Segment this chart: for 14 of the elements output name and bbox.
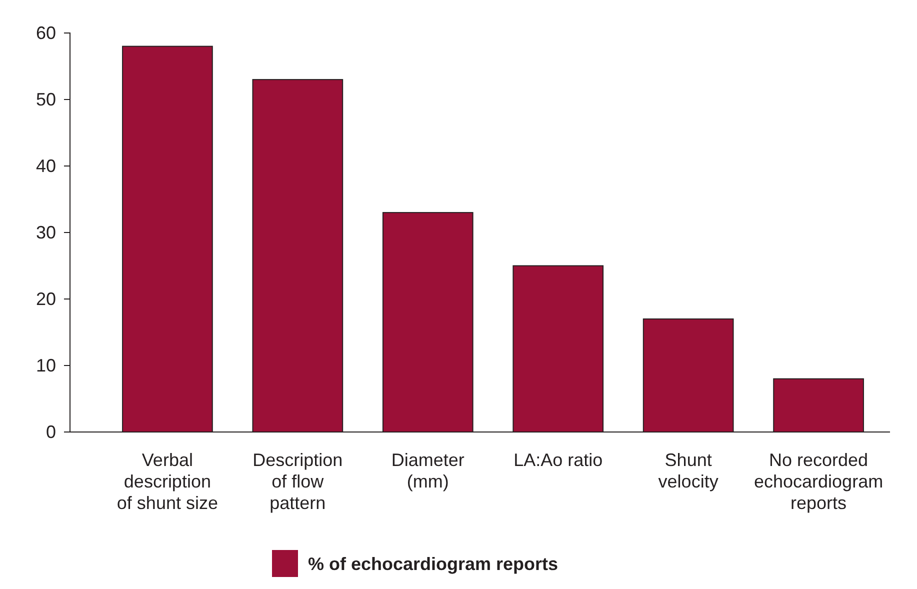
x-tick-label: LA:Ao ratio — [514, 450, 603, 470]
legend-label: % of echocardiogram reports — [308, 554, 558, 574]
x-tick-label: Diameter (mm) — [391, 450, 464, 492]
y-tick-label: 60 — [36, 22, 56, 43]
y-tick-label: 20 — [36, 288, 56, 309]
y-tick-label: 50 — [36, 89, 56, 110]
y-tick-label: 10 — [36, 355, 56, 376]
y-tick-label: 40 — [36, 156, 56, 176]
x-tick-label: Verbal description of shunt size — [116, 450, 218, 514]
x-tick-label: No recorded echocardiogram reports — [754, 450, 884, 514]
y-tick-label: 30 — [36, 222, 56, 242]
x-tick-label: Description of flow pattern — [252, 450, 343, 514]
x-tick-label: Shunt velocity — [658, 450, 718, 492]
y-tick-label: 0 — [46, 422, 56, 442]
